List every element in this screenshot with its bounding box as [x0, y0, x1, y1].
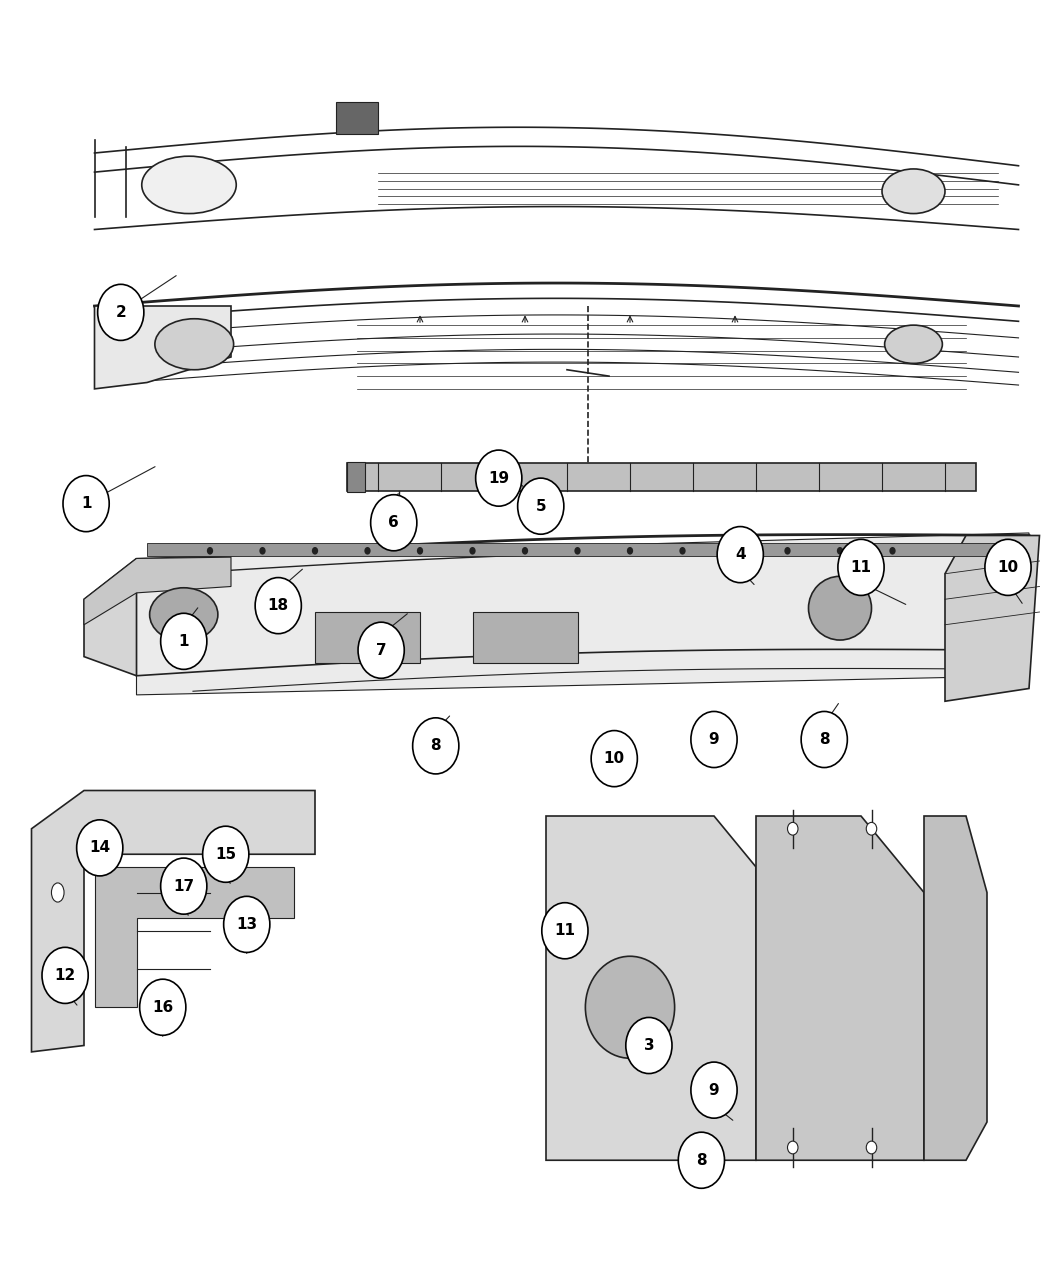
- Text: 11: 11: [850, 560, 871, 575]
- Circle shape: [627, 547, 633, 555]
- Circle shape: [312, 547, 318, 555]
- Circle shape: [837, 547, 843, 555]
- Circle shape: [77, 820, 123, 876]
- Circle shape: [889, 547, 896, 555]
- Polygon shape: [32, 790, 315, 1052]
- Text: 6: 6: [388, 515, 399, 530]
- Ellipse shape: [155, 319, 233, 370]
- Text: 3: 3: [644, 1038, 654, 1053]
- Circle shape: [161, 858, 207, 914]
- Circle shape: [784, 547, 791, 555]
- Circle shape: [63, 476, 109, 532]
- Circle shape: [522, 547, 528, 555]
- Circle shape: [364, 547, 371, 555]
- Circle shape: [42, 947, 88, 1003]
- Text: 11: 11: [554, 923, 575, 938]
- FancyBboxPatch shape: [315, 612, 420, 663]
- Text: 12: 12: [55, 968, 76, 983]
- Ellipse shape: [884, 325, 943, 363]
- Text: 13: 13: [236, 917, 257, 932]
- Circle shape: [788, 1141, 798, 1154]
- FancyBboxPatch shape: [147, 543, 1018, 556]
- Text: 18: 18: [268, 598, 289, 613]
- Circle shape: [413, 718, 459, 774]
- Circle shape: [161, 613, 207, 669]
- Circle shape: [98, 284, 144, 340]
- Text: 10: 10: [604, 751, 625, 766]
- Polygon shape: [94, 867, 294, 1007]
- FancyBboxPatch shape: [472, 612, 578, 663]
- Text: 5: 5: [536, 499, 546, 514]
- Text: 9: 9: [709, 732, 719, 747]
- Ellipse shape: [51, 882, 64, 903]
- Circle shape: [801, 711, 847, 768]
- Text: 8: 8: [696, 1153, 707, 1168]
- Polygon shape: [924, 816, 987, 1160]
- Text: 17: 17: [173, 878, 194, 894]
- Ellipse shape: [882, 170, 945, 213]
- Circle shape: [591, 731, 637, 787]
- Polygon shape: [945, 536, 1040, 701]
- Circle shape: [371, 495, 417, 551]
- Text: 10: 10: [998, 560, 1018, 575]
- Circle shape: [838, 539, 884, 595]
- Circle shape: [259, 547, 266, 555]
- Circle shape: [255, 578, 301, 634]
- Text: 4: 4: [735, 547, 746, 562]
- FancyBboxPatch shape: [346, 463, 977, 491]
- Ellipse shape: [808, 576, 871, 640]
- FancyBboxPatch shape: [346, 462, 365, 492]
- Circle shape: [542, 903, 588, 959]
- Circle shape: [224, 896, 270, 952]
- Text: 1: 1: [81, 496, 91, 511]
- Circle shape: [788, 822, 798, 835]
- Ellipse shape: [586, 956, 674, 1058]
- Circle shape: [691, 1062, 737, 1118]
- Ellipse shape: [149, 588, 218, 641]
- Circle shape: [678, 1132, 724, 1188]
- Circle shape: [518, 478, 564, 534]
- Circle shape: [417, 547, 423, 555]
- Text: 16: 16: [152, 1000, 173, 1015]
- Text: 9: 9: [709, 1082, 719, 1098]
- Text: 8: 8: [430, 738, 441, 754]
- Ellipse shape: [142, 157, 236, 213]
- Circle shape: [866, 822, 877, 835]
- Circle shape: [358, 622, 404, 678]
- Circle shape: [207, 547, 213, 555]
- Ellipse shape: [51, 959, 64, 979]
- Polygon shape: [546, 816, 756, 1160]
- Polygon shape: [84, 558, 136, 676]
- Polygon shape: [94, 306, 231, 389]
- Text: 7: 7: [376, 643, 386, 658]
- Text: 15: 15: [215, 847, 236, 862]
- Circle shape: [140, 979, 186, 1035]
- Circle shape: [574, 547, 581, 555]
- Circle shape: [691, 711, 737, 768]
- Circle shape: [866, 1141, 877, 1154]
- Polygon shape: [756, 816, 924, 1160]
- Circle shape: [717, 527, 763, 583]
- Text: 1: 1: [178, 634, 189, 649]
- Circle shape: [626, 1017, 672, 1074]
- Circle shape: [469, 547, 476, 555]
- Polygon shape: [84, 557, 231, 625]
- Circle shape: [732, 547, 738, 555]
- Text: 19: 19: [488, 470, 509, 486]
- Text: 8: 8: [819, 732, 830, 747]
- Circle shape: [985, 539, 1031, 595]
- Circle shape: [476, 450, 522, 506]
- FancyBboxPatch shape: [336, 102, 378, 134]
- Text: 2: 2: [116, 305, 126, 320]
- Text: 14: 14: [89, 840, 110, 856]
- Circle shape: [679, 547, 686, 555]
- Polygon shape: [136, 533, 1029, 695]
- Circle shape: [203, 826, 249, 882]
